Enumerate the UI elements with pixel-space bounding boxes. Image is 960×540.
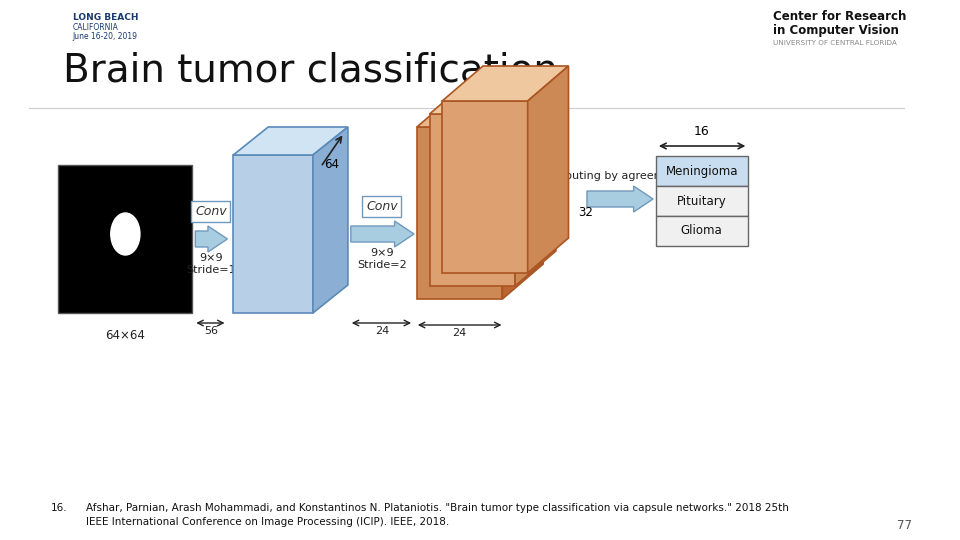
Polygon shape	[429, 79, 556, 114]
Ellipse shape	[110, 213, 140, 255]
FancyArrow shape	[195, 226, 228, 252]
FancyArrow shape	[350, 221, 414, 247]
Polygon shape	[528, 66, 568, 273]
Text: 56: 56	[204, 326, 218, 336]
Text: Brain tumor classification: Brain tumor classification	[63, 52, 558, 90]
Text: Conv: Conv	[366, 200, 397, 213]
Bar	[59, 165, 192, 313]
Text: in Computer Vision: in Computer Vision	[773, 24, 899, 37]
Text: Conv: Conv	[195, 205, 227, 218]
Polygon shape	[233, 155, 313, 313]
Polygon shape	[417, 92, 543, 127]
Text: 16: 16	[694, 125, 709, 138]
Text: Stride=1: Stride=1	[186, 265, 236, 275]
Text: 8: 8	[516, 144, 523, 157]
Text: Routing by agreement: Routing by agreement	[558, 171, 683, 181]
Text: LONG BEACH: LONG BEACH	[73, 13, 138, 22]
Text: Meningioma: Meningioma	[665, 165, 738, 178]
Text: 24: 24	[374, 326, 389, 336]
Polygon shape	[443, 66, 568, 101]
Text: CALIFORNIA: CALIFORNIA	[73, 23, 119, 32]
Polygon shape	[502, 92, 543, 299]
Polygon shape	[443, 101, 528, 273]
Text: 64: 64	[324, 159, 340, 172]
Text: 77: 77	[897, 519, 912, 532]
Text: UNIVERSITY OF CENTRAL FLORIDA: UNIVERSITY OF CENTRAL FLORIDA	[773, 40, 897, 46]
Text: Glioma: Glioma	[681, 225, 723, 238]
Text: Pituitary: Pituitary	[677, 194, 727, 207]
Text: 32: 32	[578, 206, 593, 219]
FancyArrow shape	[587, 186, 653, 212]
Text: June 16-20, 2019: June 16-20, 2019	[73, 32, 138, 41]
Text: Stride=2: Stride=2	[357, 260, 407, 270]
Text: Center for Research: Center for Research	[773, 10, 906, 23]
Text: 9×9: 9×9	[371, 248, 394, 258]
Bar	[656, 216, 748, 246]
Polygon shape	[313, 127, 348, 313]
Bar	[656, 156, 748, 186]
Polygon shape	[429, 114, 516, 286]
Text: 16.: 16.	[51, 503, 67, 513]
Bar	[656, 186, 748, 216]
Text: 24: 24	[452, 328, 467, 338]
Polygon shape	[233, 127, 348, 155]
Polygon shape	[417, 127, 502, 299]
Text: 64×64: 64×64	[106, 329, 145, 342]
Text: 9×9: 9×9	[199, 253, 223, 263]
Polygon shape	[516, 79, 556, 286]
Text: Afshar, Parnian, Arash Mohammadi, and Konstantinos N. Plataniotis. "Brain tumor : Afshar, Parnian, Arash Mohammadi, and Ko…	[85, 503, 788, 527]
